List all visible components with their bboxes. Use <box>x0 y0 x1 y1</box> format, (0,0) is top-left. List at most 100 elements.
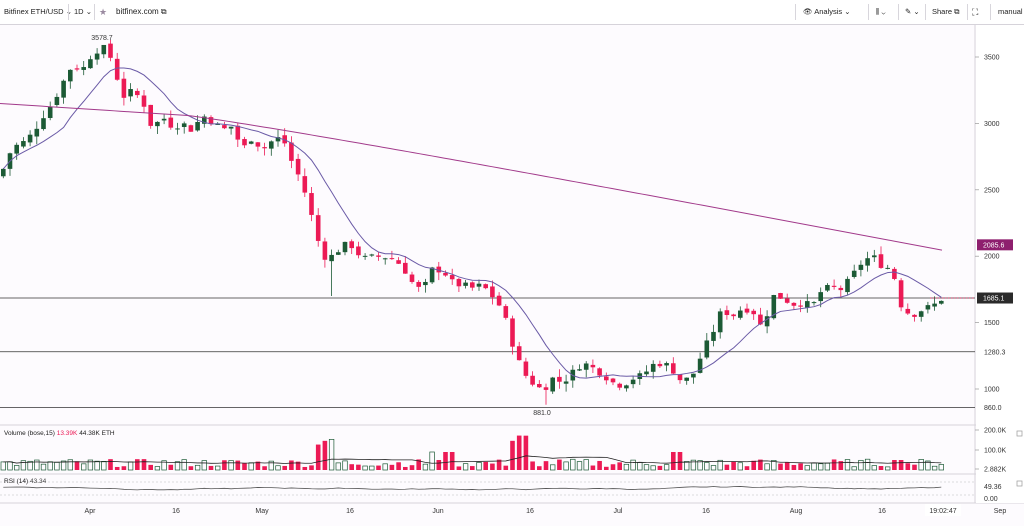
candle-body <box>825 284 830 291</box>
share-button[interactable]: Share ⧉ <box>932 0 959 24</box>
candle <box>892 266 897 281</box>
candle-body <box>88 59 93 69</box>
volume-bar <box>242 463 247 470</box>
candle <box>811 301 817 306</box>
candle <box>222 121 227 130</box>
volume-bar <box>382 463 388 471</box>
candle-body <box>228 126 234 129</box>
candle-body <box>369 254 375 256</box>
volume-bar <box>758 459 763 470</box>
volume-bar <box>576 461 583 471</box>
drawing-tools-button[interactable]: ✎ ⌄ <box>905 0 920 24</box>
volume-bar <box>470 466 475 470</box>
volume-bar <box>289 460 294 470</box>
candle <box>376 252 381 261</box>
symbol-selector[interactable]: Bitfinex ETH/USD ⌄ <box>4 0 72 24</box>
eye-icon: 👁 <box>803 7 813 16</box>
candle <box>939 300 944 305</box>
volume-bar <box>141 459 147 470</box>
volume-bar <box>201 460 207 471</box>
candle <box>845 276 850 295</box>
candle-body <box>811 302 817 304</box>
volume-bar <box>798 463 803 470</box>
volume-bar <box>416 459 421 470</box>
candle-body <box>456 278 462 287</box>
candle <box>744 303 750 315</box>
chevron-down-icon: ⌄ <box>881 7 886 16</box>
candle-body <box>356 246 361 256</box>
site-link[interactable]: bitfinex.com ⧉ <box>116 0 167 24</box>
candle <box>416 280 421 292</box>
candle <box>758 307 763 326</box>
candle-body <box>94 53 100 60</box>
candle-body <box>61 80 66 98</box>
candle-body <box>449 275 455 280</box>
candle-body <box>851 270 857 277</box>
candle <box>195 115 200 132</box>
level-mid-label: 1280.3 <box>984 349 1006 356</box>
volume-bar <box>563 461 569 471</box>
candle-body <box>798 305 803 307</box>
candle <box>235 123 241 148</box>
candle <box>711 324 716 347</box>
volume-bar <box>503 465 509 470</box>
candle <box>503 304 509 320</box>
volume-bar <box>684 461 690 471</box>
price-tick-label: 1000 <box>984 387 1000 394</box>
candle <box>255 142 261 152</box>
time-axis-label: Aug <box>790 508 803 515</box>
candle-type-button[interactable]: ⫼ ⌄ <box>876 0 886 24</box>
candle <box>94 48 100 65</box>
analysis-label: Analysis <box>814 7 843 16</box>
candle <box>108 40 113 62</box>
candle <box>872 249 877 262</box>
analysis-button[interactable]: 👁 Analysis ⌄ <box>803 0 851 24</box>
candle-body <box>235 125 241 140</box>
candle <box>637 370 643 385</box>
time-axis-clock: 19:02:47 <box>929 508 956 515</box>
candle <box>403 256 408 274</box>
candle-body <box>751 310 756 315</box>
candle-body <box>818 292 823 302</box>
candle-body <box>724 310 730 316</box>
star-icon[interactable]: ★ <box>99 7 108 17</box>
candle-body <box>516 346 522 361</box>
candle-body <box>81 67 86 70</box>
volume-bar <box>148 464 153 470</box>
candle <box>329 249 334 297</box>
volume-bar <box>422 463 429 471</box>
volume-bar <box>831 459 837 470</box>
candle <box>135 88 140 98</box>
candle-body <box>181 123 187 127</box>
candle-body <box>222 125 227 129</box>
volume-bar <box>168 464 174 470</box>
candle-body <box>483 284 488 289</box>
rsi-line <box>3 486 942 491</box>
symbol-label: Bitfinex ETH/USD <box>4 7 64 16</box>
mode-selector[interactable]: manual <box>998 7 1023 16</box>
candle <box>101 44 107 59</box>
fullscreen-icon[interactable]: ⛶ <box>972 7 979 17</box>
volume-bar <box>456 466 462 470</box>
candle <box>918 310 924 322</box>
volume-bar <box>389 464 395 470</box>
volume-bar <box>637 462 643 471</box>
candle-body <box>838 287 844 291</box>
candle <box>141 90 147 113</box>
last-price-badge: 1685.1 <box>983 296 1005 303</box>
candle-body <box>135 90 140 96</box>
candle <box>537 380 542 388</box>
candle-body <box>148 104 153 126</box>
interval-selector[interactable]: 1D ⌄ <box>74 0 92 24</box>
candle <box>858 260 864 277</box>
volume-bar <box>135 459 140 470</box>
candle-body <box>872 255 877 258</box>
candle-body <box>691 373 696 378</box>
volume-bar <box>623 463 630 471</box>
volume-bar <box>710 465 717 471</box>
volume-bar <box>892 460 897 470</box>
candle-body <box>315 215 321 241</box>
candle-body <box>128 89 133 97</box>
candle-body <box>925 305 931 310</box>
